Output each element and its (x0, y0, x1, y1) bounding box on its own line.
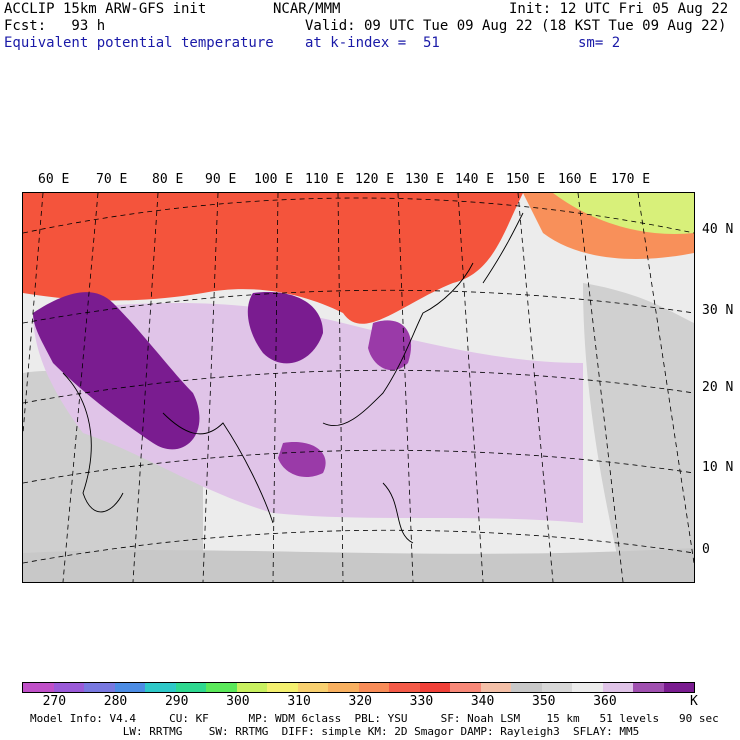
colorbar-tick-label: 340 (470, 694, 495, 709)
colorbar-swatch (328, 683, 359, 692)
india-coast (62, 372, 124, 513)
indochina-core (278, 442, 326, 478)
lat-line-40n (23, 197, 694, 234)
colorbar-tick-label: 330 (409, 694, 434, 709)
colorbar (22, 682, 695, 693)
lon-label: 140 E (455, 172, 495, 187)
map-panel (22, 192, 695, 583)
lat-label: 10 N (702, 460, 734, 475)
colorbar-swatch (145, 683, 176, 692)
east-china-core (368, 320, 412, 371)
colorbar-swatch (267, 683, 298, 692)
colorbar-tick-label: 310 (287, 694, 311, 709)
japan-coast (482, 212, 524, 284)
level-index: at k-index = 51 (305, 35, 440, 51)
organization-label: NCAR/MMM (273, 1, 341, 17)
colorbar-swatch (450, 683, 481, 692)
colorbar-swatch (572, 683, 603, 692)
lon-label: 120 E (355, 172, 395, 187)
tibet-high-core (33, 292, 200, 450)
lon-line-150e (577, 193, 624, 582)
colorbar-unit: K (690, 694, 698, 709)
lat-label: 20 N (702, 380, 734, 395)
warm-band-north (23, 193, 523, 324)
colorbar-swatch (663, 683, 694, 692)
bay-of-bengal-coast (162, 412, 274, 524)
lon-line-60e (23, 193, 44, 434)
lat-label: 30 N (702, 303, 734, 318)
colorbar-swatch (236, 683, 267, 692)
lon-line-70e (62, 193, 99, 582)
gray-region-east (583, 283, 694, 582)
gray-region-south (23, 548, 694, 582)
colorbar-swatch (541, 683, 572, 692)
theta-e-map (23, 193, 694, 582)
model-title: ACCLIP 15km ARW-GFS init (4, 1, 207, 17)
colorbar-swatch (53, 683, 84, 692)
colorbar-tick-label: 300 (226, 694, 250, 709)
lon-label: 130 E (405, 172, 445, 187)
colorbar-swatch (297, 683, 328, 692)
lon-label: 100 E (254, 172, 294, 187)
lon-line-130e (457, 193, 484, 582)
colorbar-tick-label: 320 (348, 694, 372, 709)
lon-line-90e (202, 193, 219, 582)
lon-label: 110 E (305, 172, 345, 187)
colorbar-swatch (602, 683, 633, 692)
model-info-line2: LW: RRTMG SW: RRTMG DIFF: simple KM: 2D … (30, 725, 640, 738)
colorbar-swatch (511, 683, 542, 692)
valid-time: Valid: 09 UTC Tue 09 Aug 22 (18 KST Tue … (305, 18, 727, 34)
colorbar-swatch (175, 683, 206, 692)
philippines-coast (382, 482, 414, 544)
lon-label: 60 E (38, 172, 70, 187)
colorbar-swatch (389, 683, 420, 692)
lat-line-20n (23, 369, 694, 404)
model-info-line1: Model Info: V4.4 CU: KF MP: WDM 6class P… (30, 712, 719, 725)
lon-label: 170 E (611, 172, 651, 187)
field-name: Equivalent potential temperature (4, 35, 274, 51)
lon-label: 150 E (506, 172, 546, 187)
graticule (23, 193, 694, 582)
colorbar-swatch (114, 683, 145, 692)
smoothing-value: sm= 2 (578, 35, 621, 51)
lon-label: 160 E (558, 172, 598, 187)
forecast-hour: Fcst: 93 h (4, 18, 106, 34)
lon-line-140e (517, 193, 554, 582)
colorbar-tick-label: 270 (42, 694, 67, 709)
lon-line-100e (272, 193, 279, 582)
lon-line-110e (337, 193, 344, 582)
lat-line-10n (23, 449, 694, 484)
colorbar-swatch (633, 683, 664, 692)
yellow-green-region (553, 193, 694, 234)
colorbar-tick-label: 360 (593, 694, 617, 709)
lon-label: 70 E (96, 172, 128, 187)
colorbar-tick-label: 350 (532, 694, 556, 709)
lon-line-120e (397, 193, 414, 582)
lon-label: 90 E (205, 172, 237, 187)
lat-line-30n (23, 289, 694, 324)
lat-label: 0 (702, 542, 710, 557)
init-time: Init: 12 UTC Fri 05 Aug 22 (509, 1, 729, 17)
lon-line-80e (132, 193, 159, 582)
lon-label: 80 E (152, 172, 184, 187)
colorbar-swatch (23, 683, 54, 692)
china-core (247, 292, 323, 364)
china-coast (322, 262, 474, 427)
light-purple-region (33, 303, 583, 523)
colorbar-swatch (206, 683, 237, 692)
colorbar-swatch (480, 683, 511, 692)
colorbar-swatch (358, 683, 389, 692)
colorbar-tick-label: 290 (164, 694, 189, 709)
colorbar-swatch (84, 683, 115, 692)
colorbar-tick-label: 280 (103, 694, 128, 709)
lat-line-0 (23, 529, 694, 564)
colorbar-swatch (419, 683, 450, 692)
coastlines (62, 212, 524, 544)
lat-label: 40 N (702, 222, 734, 237)
